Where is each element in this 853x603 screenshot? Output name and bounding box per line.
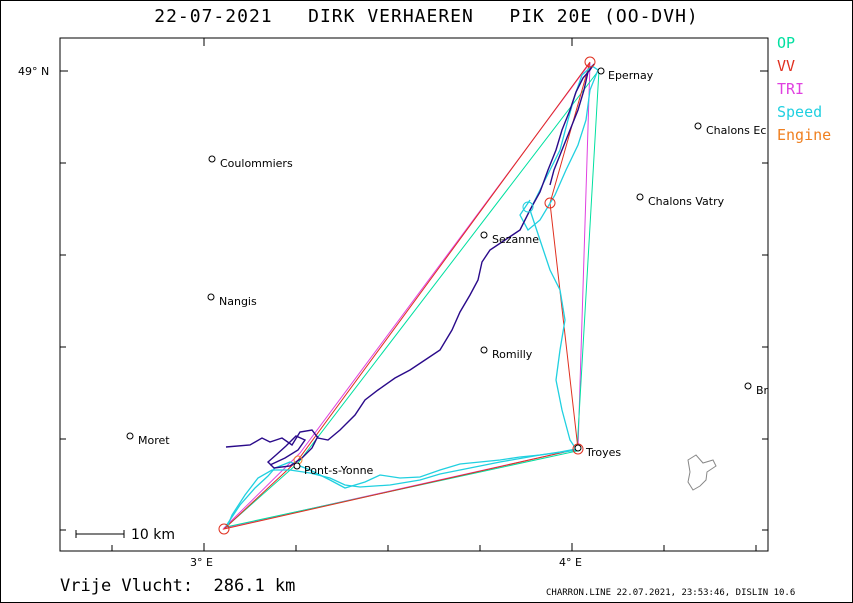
place-marker xyxy=(480,231,488,239)
place-pont-s-yonne: Pont-s-Yonne xyxy=(304,464,374,477)
legend-op: OP xyxy=(777,34,796,52)
flight-title: 22-07-2021 DIRK VERHAEREN PIK 20E (OO-DV… xyxy=(154,6,699,27)
turnpoint-troyes xyxy=(572,443,584,455)
turnpoint-speed xyxy=(522,201,534,213)
x-ticks xyxy=(111,38,757,551)
place-nangis: Nangis xyxy=(219,295,257,308)
place-marker xyxy=(694,122,702,130)
place-br: Br xyxy=(756,384,769,397)
place-chalons-ec: Chalons Ec xyxy=(706,124,766,137)
place-marker xyxy=(126,432,134,440)
lat-label: 49° N xyxy=(18,65,49,78)
place-marker xyxy=(207,293,215,301)
y-ticks xyxy=(60,70,768,531)
legend-speed: Speed xyxy=(777,103,823,121)
turnpoint-epernay xyxy=(584,56,596,68)
free-flight-distance: Vrije Vlucht: 286.1 km xyxy=(60,576,296,596)
turnpoint-vv xyxy=(544,197,556,209)
place-marker xyxy=(293,462,301,470)
flight-track xyxy=(225,63,595,448)
lake-outline xyxy=(687,454,717,491)
speed-track-return xyxy=(227,449,579,526)
place-moret: Moret xyxy=(138,434,170,447)
place-marker xyxy=(574,444,582,452)
op-route xyxy=(224,69,600,528)
place-marker xyxy=(597,67,605,75)
place-marker xyxy=(208,155,216,163)
footer-info: CHARRON.LINE 22.07.2021, 23:53:46, DISLI… xyxy=(546,588,796,598)
legend-engine: Engine xyxy=(777,126,832,144)
speed-track xyxy=(225,65,599,527)
place-marker xyxy=(744,382,752,390)
place-marker xyxy=(636,193,644,201)
vv-route xyxy=(222,61,591,530)
legend-tri: TRI xyxy=(777,80,805,98)
place-troyes: Troyes xyxy=(585,446,621,459)
scale-label: 10 km xyxy=(131,527,175,543)
lon-label-4e: 4° E xyxy=(559,556,582,569)
place-sezanne: Sezanne xyxy=(492,233,539,246)
place-epernay: Epernay xyxy=(608,69,654,82)
plot-box xyxy=(59,37,769,552)
scale-bar xyxy=(75,530,125,538)
tri-route xyxy=(222,62,591,529)
lon-label-3e: 3° E xyxy=(190,556,213,569)
place-romilly: Romilly xyxy=(492,348,533,361)
place-chalons-vatry: Chalons Vatry xyxy=(648,195,725,208)
legend-vv: VV xyxy=(777,57,796,75)
turnpoint-start xyxy=(218,523,230,535)
place-coulommiers: Coulommiers xyxy=(220,157,293,170)
place-marker xyxy=(480,346,488,354)
